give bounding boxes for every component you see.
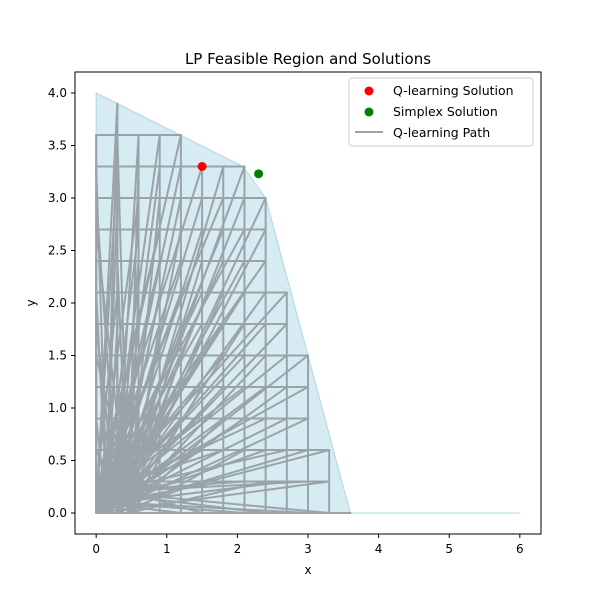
path-segment bbox=[105, 501, 246, 514]
path-segment bbox=[105, 291, 182, 493]
simplex-solution-point bbox=[254, 169, 264, 179]
path-segment bbox=[95, 386, 182, 493]
path-segment bbox=[105, 449, 288, 493]
y-tick-label: 1.0 bbox=[48, 401, 67, 415]
path-start-block bbox=[96, 481, 118, 513]
q-learning-path-layer bbox=[95, 102, 352, 514]
path-segment bbox=[105, 491, 331, 514]
x-axis-label: x bbox=[304, 563, 311, 577]
y-tick-label: 1.5 bbox=[48, 349, 67, 363]
path-segment bbox=[116, 323, 182, 504]
legend-simplex-label: Simplex Solution bbox=[393, 104, 498, 119]
y-tick-label: 4.0 bbox=[48, 86, 67, 100]
path-segment bbox=[105, 480, 309, 493]
path-segment bbox=[116, 386, 129, 493]
solution-points-layer bbox=[197, 162, 264, 179]
y-axis-ticks: 0.0 0.5 1.0 1.5 2.0 2.5 3.0 3.5 4.0 bbox=[48, 86, 75, 520]
x-tick-label: 4 bbox=[375, 542, 383, 556]
path-segment bbox=[116, 501, 309, 514]
path-segment bbox=[116, 449, 267, 504]
path-segment bbox=[105, 102, 119, 483]
path-segment bbox=[95, 417, 108, 514]
path-segment bbox=[126, 323, 161, 514]
plot-area bbox=[95, 92, 520, 514]
y-tick-label: 0.0 bbox=[48, 506, 67, 520]
y-tick-label: 0.5 bbox=[48, 454, 67, 468]
chart-title: LP Feasible Region and Solutions bbox=[185, 50, 431, 68]
path-segment bbox=[95, 501, 182, 514]
x-tick-label: 5 bbox=[445, 542, 453, 556]
x-tick-label: 1 bbox=[163, 542, 171, 556]
x-tick-label: 2 bbox=[234, 542, 242, 556]
path-segment bbox=[126, 165, 225, 493]
path-segment bbox=[95, 102, 119, 514]
legend-simplex-marker bbox=[364, 107, 374, 117]
legend: Q-learning Solution Simplex Solution Q-l… bbox=[348, 77, 534, 147]
legend-q-learning-label: Q-learning Solution bbox=[393, 83, 514, 98]
x-tick-label: 0 bbox=[92, 542, 100, 556]
x-axis-ticks: 0 1 2 3 4 5 6 bbox=[92, 534, 524, 556]
path-segment bbox=[126, 449, 331, 504]
path-segment bbox=[105, 323, 204, 493]
path-segment bbox=[95, 417, 288, 514]
legend-box bbox=[348, 77, 534, 147]
x-tick-label: 3 bbox=[304, 542, 312, 556]
q-learning-solution-point bbox=[197, 162, 207, 171]
path-segment bbox=[126, 165, 140, 504]
path-segment bbox=[95, 480, 246, 493]
path-segment bbox=[105, 228, 140, 493]
y-tick-label: 2.0 bbox=[48, 296, 67, 310]
x-tick-label: 6 bbox=[516, 542, 524, 556]
legend-q-learning-marker bbox=[364, 86, 374, 96]
legend-path-label: Q-learning Path bbox=[393, 125, 490, 140]
y-axis-label: y bbox=[24, 299, 38, 306]
y-tick-label: 3.5 bbox=[48, 139, 67, 153]
y-tick-label: 2.5 bbox=[48, 244, 67, 258]
y-tick-label: 3.0 bbox=[48, 191, 67, 205]
